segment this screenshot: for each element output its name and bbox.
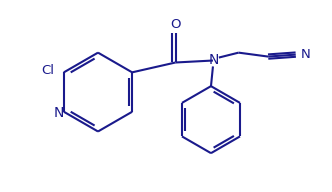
Text: O: O [170,17,181,31]
Text: Cl: Cl [42,64,54,77]
Text: N: N [301,48,310,61]
Text: N: N [209,53,219,67]
Text: N: N [54,106,64,120]
